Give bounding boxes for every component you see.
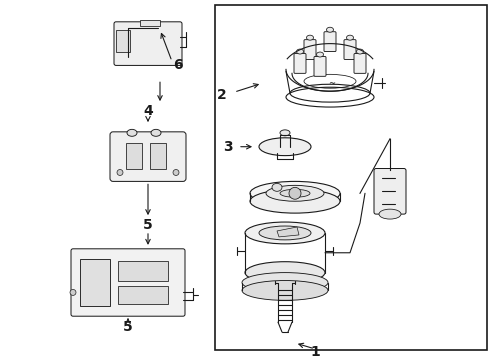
FancyBboxPatch shape: [354, 54, 366, 73]
Ellipse shape: [242, 280, 328, 300]
Ellipse shape: [266, 185, 324, 201]
Ellipse shape: [317, 52, 323, 57]
Text: 6: 6: [173, 58, 183, 72]
Ellipse shape: [245, 222, 325, 244]
Ellipse shape: [245, 262, 325, 283]
Text: 5: 5: [123, 320, 133, 334]
FancyBboxPatch shape: [344, 40, 356, 59]
FancyBboxPatch shape: [114, 22, 182, 66]
Text: 2: 2: [217, 88, 227, 102]
FancyBboxPatch shape: [374, 168, 406, 214]
Ellipse shape: [250, 181, 340, 205]
Ellipse shape: [307, 35, 314, 40]
FancyBboxPatch shape: [294, 54, 306, 73]
Ellipse shape: [272, 183, 282, 191]
Circle shape: [70, 289, 76, 296]
Ellipse shape: [346, 35, 353, 40]
Polygon shape: [277, 227, 299, 237]
Ellipse shape: [357, 49, 364, 54]
Bar: [126, 143, 142, 168]
Text: 1: 1: [310, 345, 320, 359]
Bar: [118, 287, 168, 304]
Bar: [215, 5, 487, 350]
Circle shape: [117, 170, 123, 175]
Bar: [116, 30, 130, 51]
Text: 5: 5: [143, 218, 153, 232]
Ellipse shape: [280, 189, 310, 197]
Ellipse shape: [242, 273, 328, 292]
FancyBboxPatch shape: [110, 132, 186, 181]
Bar: [80, 259, 110, 306]
Ellipse shape: [326, 27, 334, 32]
Ellipse shape: [127, 129, 137, 136]
Bar: [140, 20, 160, 26]
Ellipse shape: [250, 189, 340, 213]
FancyBboxPatch shape: [324, 32, 336, 51]
Ellipse shape: [259, 138, 311, 156]
Ellipse shape: [280, 130, 290, 136]
Ellipse shape: [259, 226, 311, 240]
Text: 3: 3: [223, 140, 233, 154]
Text: 4: 4: [143, 104, 153, 118]
FancyBboxPatch shape: [71, 249, 185, 316]
Bar: [118, 261, 168, 280]
Circle shape: [289, 187, 301, 199]
Bar: [150, 143, 166, 168]
Ellipse shape: [296, 49, 303, 54]
FancyBboxPatch shape: [304, 40, 316, 59]
Ellipse shape: [379, 209, 401, 219]
FancyBboxPatch shape: [314, 57, 326, 76]
Circle shape: [173, 170, 179, 175]
Ellipse shape: [151, 129, 161, 136]
Text: ~: ~: [328, 79, 336, 88]
